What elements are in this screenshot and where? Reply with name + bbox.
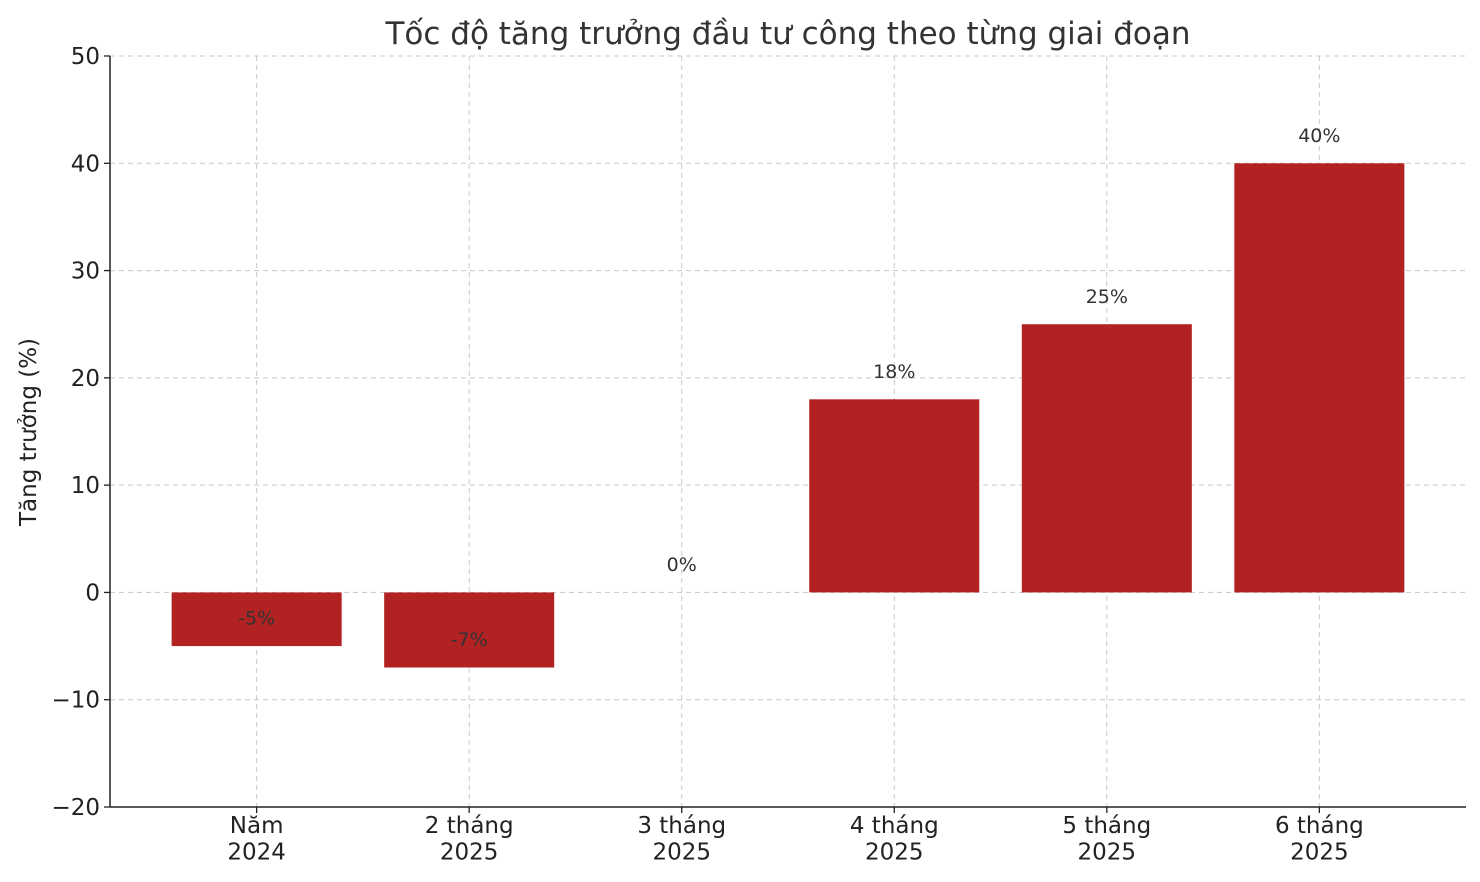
y-axis-label: Tăng trưởng (%)	[16, 338, 42, 527]
x-tick-label: Năm 2024	[227, 813, 286, 865]
y-tick-label: 30	[71, 259, 100, 285]
x-tick-label: 5 tháng 2025	[1062, 813, 1151, 865]
value-label: -7%	[451, 629, 488, 651]
bar	[1234, 163, 1405, 593]
value-label: 25%	[1086, 286, 1128, 308]
bar	[809, 399, 980, 593]
value-label: 0%	[667, 554, 697, 576]
y-tick-label: 10	[71, 473, 100, 499]
y-tick-label: −20	[51, 795, 100, 821]
bar	[384, 592, 555, 668]
y-tick-label: 50	[71, 44, 100, 70]
value-label: 40%	[1298, 125, 1340, 147]
x-tick-label: 6 tháng 2025	[1275, 813, 1364, 865]
x-tick-label: 2 tháng 2025	[425, 813, 514, 865]
chart-title: Tốc độ tăng trưởng đầu tư công theo từng…	[384, 16, 1190, 52]
x-tick-label: 3 tháng 2025	[637, 813, 726, 865]
y-tick-label: 20	[71, 366, 100, 392]
y-tick-label: −10	[51, 688, 100, 714]
value-label: -5%	[238, 608, 275, 630]
x-tick-label: 4 tháng 2025	[850, 813, 939, 865]
bar	[1021, 324, 1192, 593]
y-tick-label: 40	[71, 151, 100, 177]
value-label: 18%	[873, 361, 915, 383]
y-tick-label: 0	[85, 580, 100, 606]
bar	[171, 592, 342, 647]
